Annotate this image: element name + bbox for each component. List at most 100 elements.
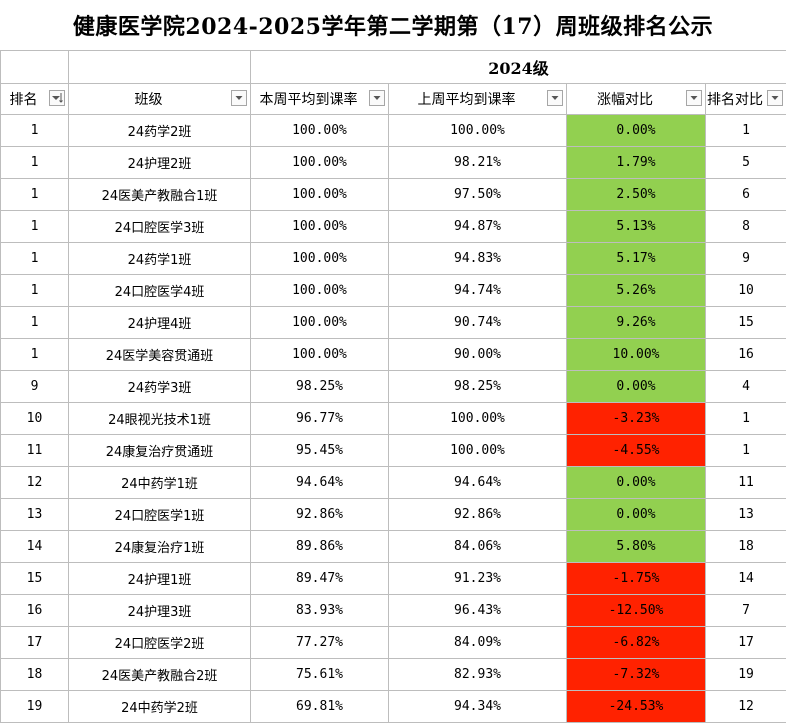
last-week-rate-cell[interactable]: 100.00% bbox=[388, 402, 567, 435]
change-cell[interactable]: -24.53% bbox=[566, 690, 706, 723]
this-week-rate-cell[interactable]: 100.00% bbox=[250, 338, 389, 371]
rank-compare-cell[interactable]: 1 bbox=[704, 402, 786, 435]
rank-cell[interactable]: 10 bbox=[0, 402, 69, 435]
header-this-week[interactable]: 本周平均到课率 bbox=[250, 83, 389, 115]
change-cell[interactable]: -3.23% bbox=[566, 402, 706, 435]
change-cell[interactable]: 0.00% bbox=[566, 114, 706, 147]
rank-cell[interactable]: 1 bbox=[0, 178, 69, 211]
header-rank[interactable]: 排名 bbox=[0, 83, 69, 115]
last-week-rate-cell[interactable]: 92.86% bbox=[388, 498, 567, 531]
last-week-rate-cell[interactable]: 82.93% bbox=[388, 658, 567, 691]
this-week-rate-cell[interactable]: 100.00% bbox=[250, 178, 389, 211]
change-cell[interactable]: 1.79% bbox=[566, 146, 706, 179]
this-week-rate-cell[interactable]: 83.93% bbox=[250, 594, 389, 627]
rank-cell[interactable]: 1 bbox=[0, 146, 69, 179]
last-week-rate-cell[interactable]: 94.74% bbox=[388, 274, 567, 307]
header-class[interactable]: 班级 bbox=[68, 83, 251, 115]
this-week-rate-cell[interactable]: 89.86% bbox=[250, 530, 389, 563]
change-cell[interactable]: 0.00% bbox=[566, 466, 706, 499]
this-week-rate-cell[interactable]: 100.00% bbox=[250, 306, 389, 339]
header-rank-compare[interactable]: 排名对比 bbox=[704, 83, 786, 115]
change-cell[interactable]: -7.32% bbox=[566, 658, 706, 691]
change-cell[interactable]: 10.00% bbox=[566, 338, 706, 371]
header-last-week[interactable]: 上周平均到课率 bbox=[388, 83, 567, 115]
class-cell[interactable]: 24口腔医学1班 bbox=[68, 498, 251, 531]
change-cell[interactable]: -6.82% bbox=[566, 626, 706, 659]
this-week-rate-cell[interactable]: 100.00% bbox=[250, 114, 389, 147]
change-cell[interactable]: -1.75% bbox=[566, 562, 706, 595]
last-week-rate-cell[interactable]: 100.00% bbox=[388, 114, 567, 147]
change-cell[interactable]: 5.13% bbox=[566, 210, 706, 243]
this-week-rate-cell[interactable]: 89.47% bbox=[250, 562, 389, 595]
rank-cell[interactable]: 19 bbox=[0, 690, 69, 723]
rank-cell[interactable]: 15 bbox=[0, 562, 69, 595]
last-week-rate-cell[interactable]: 94.34% bbox=[388, 690, 567, 723]
rank-compare-cell[interactable]: 11 bbox=[704, 466, 786, 499]
rank-compare-cell[interactable]: 4 bbox=[704, 370, 786, 403]
sort-filter-icon[interactable] bbox=[49, 90, 65, 106]
last-week-rate-cell[interactable]: 84.09% bbox=[388, 626, 567, 659]
rank-compare-cell[interactable]: 1 bbox=[704, 434, 786, 467]
rank-compare-cell[interactable]: 10 bbox=[704, 274, 786, 307]
filter-dropdown-icon[interactable] bbox=[547, 90, 563, 106]
this-week-rate-cell[interactable]: 100.00% bbox=[250, 146, 389, 179]
last-week-rate-cell[interactable]: 84.06% bbox=[388, 530, 567, 563]
class-cell[interactable]: 24眼视光技术1班 bbox=[68, 402, 251, 435]
this-week-rate-cell[interactable]: 98.25% bbox=[250, 370, 389, 403]
class-cell[interactable]: 24医美产教融合2班 bbox=[68, 658, 251, 691]
rank-cell[interactable]: 9 bbox=[0, 370, 69, 403]
rank-compare-cell[interactable]: 1 bbox=[704, 114, 786, 147]
class-cell[interactable]: 24护理3班 bbox=[68, 594, 251, 627]
rank-cell[interactable]: 12 bbox=[0, 466, 69, 499]
rank-cell[interactable]: 1 bbox=[0, 338, 69, 371]
this-week-rate-cell[interactable]: 69.81% bbox=[250, 690, 389, 723]
class-cell[interactable]: 24医美产教融合1班 bbox=[68, 178, 251, 211]
this-week-rate-cell[interactable]: 77.27% bbox=[250, 626, 389, 659]
class-cell[interactable]: 24药学3班 bbox=[68, 370, 251, 403]
rank-cell[interactable]: 1 bbox=[0, 274, 69, 307]
rank-compare-cell[interactable]: 12 bbox=[704, 690, 786, 723]
last-week-rate-cell[interactable]: 91.23% bbox=[388, 562, 567, 595]
rank-cell[interactable]: 11 bbox=[0, 434, 69, 467]
change-cell[interactable]: -4.55% bbox=[566, 434, 706, 467]
change-cell[interactable]: 9.26% bbox=[566, 306, 706, 339]
filter-dropdown-icon[interactable] bbox=[686, 90, 702, 106]
header-change[interactable]: 涨幅对比 bbox=[566, 83, 706, 115]
class-cell[interactable]: 24中药学2班 bbox=[68, 690, 251, 723]
rank-compare-cell[interactable]: 16 bbox=[704, 338, 786, 371]
this-week-rate-cell[interactable]: 95.45% bbox=[250, 434, 389, 467]
rank-compare-cell[interactable]: 15 bbox=[704, 306, 786, 339]
class-cell[interactable]: 24护理2班 bbox=[68, 146, 251, 179]
last-week-rate-cell[interactable]: 94.87% bbox=[388, 210, 567, 243]
class-cell[interactable]: 24护理4班 bbox=[68, 306, 251, 339]
rank-compare-cell[interactable]: 19 bbox=[704, 658, 786, 691]
class-cell[interactable]: 24中药学1班 bbox=[68, 466, 251, 499]
class-cell[interactable]: 24药学2班 bbox=[68, 114, 251, 147]
last-week-rate-cell[interactable]: 98.25% bbox=[388, 370, 567, 403]
class-cell[interactable]: 24康复治疗贯通班 bbox=[68, 434, 251, 467]
rank-compare-cell[interactable]: 14 bbox=[704, 562, 786, 595]
filter-dropdown-icon[interactable] bbox=[369, 90, 385, 106]
change-cell[interactable]: -12.50% bbox=[566, 594, 706, 627]
rank-compare-cell[interactable]: 18 bbox=[704, 530, 786, 563]
last-week-rate-cell[interactable]: 90.74% bbox=[388, 306, 567, 339]
this-week-rate-cell[interactable]: 100.00% bbox=[250, 242, 389, 275]
class-cell[interactable]: 24护理1班 bbox=[68, 562, 251, 595]
this-week-rate-cell[interactable]: 100.00% bbox=[250, 210, 389, 243]
class-cell[interactable]: 24口腔医学4班 bbox=[68, 274, 251, 307]
filter-dropdown-icon[interactable] bbox=[767, 90, 784, 106]
rank-cell[interactable]: 1 bbox=[0, 306, 69, 339]
last-week-rate-cell[interactable]: 94.64% bbox=[388, 466, 567, 499]
rank-compare-cell[interactable]: 17 bbox=[704, 626, 786, 659]
this-week-rate-cell[interactable]: 100.00% bbox=[250, 274, 389, 307]
change-cell[interactable]: 5.80% bbox=[566, 530, 706, 563]
filter-dropdown-icon[interactable] bbox=[231, 90, 247, 106]
class-cell[interactable]: 24口腔医学2班 bbox=[68, 626, 251, 659]
last-week-rate-cell[interactable]: 90.00% bbox=[388, 338, 567, 371]
change-cell[interactable]: 0.00% bbox=[566, 498, 706, 531]
rank-cell[interactable]: 1 bbox=[0, 114, 69, 147]
this-week-rate-cell[interactable]: 96.77% bbox=[250, 402, 389, 435]
this-week-rate-cell[interactable]: 75.61% bbox=[250, 658, 389, 691]
change-cell[interactable]: 2.50% bbox=[566, 178, 706, 211]
change-cell[interactable]: 5.26% bbox=[566, 274, 706, 307]
